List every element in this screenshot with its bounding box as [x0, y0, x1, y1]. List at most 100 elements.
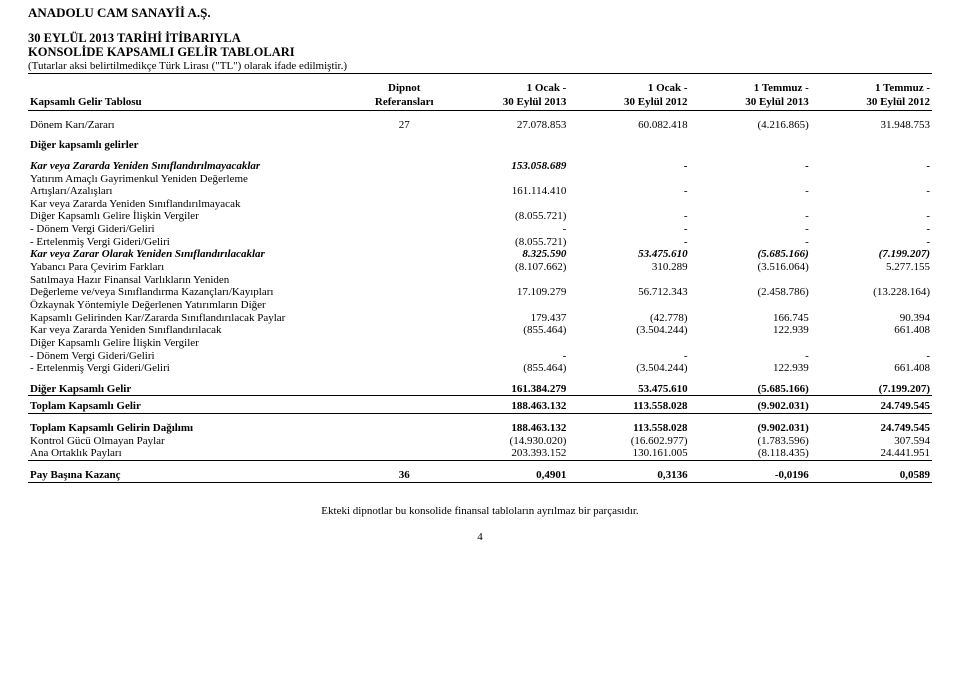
cell-v: - [568, 185, 689, 198]
cell-label: Diğer Kapsamlı Gelir [28, 383, 361, 396]
cell-v: - [690, 210, 811, 223]
h-c5a: 1 Temmuz - [811, 82, 932, 96]
cell-v: (3.516.064) [690, 261, 811, 274]
cell-v: - [690, 223, 811, 236]
cell-v: 24.749.545 [811, 400, 932, 413]
cell-v: 24.749.545 [811, 422, 932, 435]
header-row-1: Dipnot 1 Ocak - 1 Ocak - 1 Temmuz - 1 Te… [28, 82, 932, 96]
cell-ref: 27 [361, 119, 447, 132]
cell-v: 113.558.028 [568, 400, 689, 413]
cell-v: - [811, 350, 932, 363]
row-tkgd: Toplam Kapsamlı Gelirin Dağılımı 188.463… [28, 422, 932, 435]
cell-v: 161.114.410 [447, 185, 568, 198]
cell-v: (9.902.031) [690, 422, 811, 435]
cell-v: (855.464) [447, 362, 568, 375]
cell-label: - Dönem Vergi Gideri/Geliri [28, 223, 361, 236]
cell-label: Artışları/Azalışları [28, 185, 361, 198]
subtitle: (Tutarlar aksi belirtilmedikçe Türk Lira… [28, 60, 932, 75]
row-evgg2: - Ertelenmiş Vergi Gideri/Geliri (855.46… [28, 362, 932, 375]
cell-v: - [690, 185, 811, 198]
cell-v: - [568, 160, 689, 173]
row-shfv2: Değerleme ve/veya Sınıflandırma Kazançla… [28, 286, 932, 299]
cell-v: - [811, 160, 932, 173]
row-tkg: Toplam Kapsamlı Gelir 188.463.132 113.55… [28, 400, 932, 413]
cell-label: Kar veya Zararda Yeniden Sınıflandırılma… [28, 198, 361, 211]
cell-v: (13.228.164) [811, 286, 932, 299]
cell-v: (8.107.662) [447, 261, 568, 274]
cell-v: - [811, 223, 932, 236]
title-line-1: 30 EYLÜL 2013 TARİHİ İTİBARIYLA [28, 31, 932, 45]
h-c3a: 1 Ocak - [568, 82, 689, 96]
cell-v: 24.441.951 [811, 447, 932, 460]
cell-v: -0,0196 [690, 469, 811, 482]
cell-label: Pay Başına Kazanç [28, 469, 361, 482]
cell-v: - [811, 210, 932, 223]
cell-v: 31.948.753 [811, 119, 932, 132]
cell-v: 60.082.418 [568, 119, 689, 132]
row-pbk: Pay Başına Kazanç 36 0,4901 0,3136 -0,01… [28, 469, 932, 482]
h-c4b: 30 Eylül 2013 [690, 96, 811, 110]
cell-label: Dönem Karı/Zararı [28, 119, 361, 132]
cell-label: Kar veya Zararda Yeniden Sınıflandırılac… [28, 324, 361, 337]
cell-v: 130.161.005 [568, 447, 689, 460]
cell-label: Toplam Kapsamlı Gelir [28, 400, 361, 413]
cell-label: Kontrol Gücü Olmayan Paylar [28, 435, 361, 448]
row-oy2: Kapsamlı Gelirinden Kar/Zararda Sınıflan… [28, 312, 932, 325]
h-c0: Kapsamlı Gelir Tablosu [28, 96, 361, 110]
title-line-2: KONSOLİDE KAPSAMLI GELİR TABLOLARI [28, 45, 932, 59]
cell-v: (8.055.721) [447, 236, 568, 249]
cell-v: 8.325.590 [447, 248, 568, 261]
cell-v: (1.783.596) [690, 435, 811, 448]
h-c3b: 30 Eylül 2012 [568, 96, 689, 110]
cell-v: 122.939 [690, 324, 811, 337]
row-kvzo: Kar veya Zarar Olarak Yeniden Sınıflandı… [28, 248, 932, 261]
income-table: Dipnot 1 Ocak - 1 Ocak - 1 Temmuz - 1 Te… [28, 82, 932, 482]
cell-v: 27.078.853 [447, 119, 568, 132]
page: ANADOLU CAM SANAYİİ A.Ş. 30 EYLÜL 2013 T… [0, 0, 960, 544]
cell-v: (42.778) [568, 312, 689, 325]
cell-v: (3.504.244) [568, 324, 689, 337]
cell-v: (855.464) [447, 324, 568, 337]
cell-v: (5.685.166) [690, 383, 811, 396]
cell-v: 166.745 [690, 312, 811, 325]
cell-v: 53.475.610 [568, 248, 689, 261]
cell-v: 310.289 [568, 261, 689, 274]
row-shfv1: Satılmaya Hazır Finansal Varlıkların Yen… [28, 274, 932, 287]
cell-label: Satılmaya Hazır Finansal Varlıkların Yen… [28, 274, 361, 287]
cell-label: Toplam Kapsamlı Gelirin Dağılımı [28, 422, 361, 435]
cell-label: Değerleme ve/veya Sınıflandırma Kazançla… [28, 286, 361, 299]
cell-v: 179.437 [447, 312, 568, 325]
h-c4a: 1 Temmuz - [690, 82, 811, 96]
cell-v: 661.408 [811, 362, 932, 375]
cell-label: Yatırım Amaçlı Gayrimenkul Yeniden Değer… [28, 173, 361, 186]
cell-v: - [568, 210, 689, 223]
row-kvz2b: Diğer Kapsamlı Gelire İlişkin Vergiler (… [28, 210, 932, 223]
cell-v: 0,3136 [568, 469, 689, 482]
row-yat2: Artışları/Azalışları 161.114.410 - - - [28, 185, 932, 198]
cell-label: - Ertelenmiş Vergi Gideri/Geliri [28, 236, 361, 249]
row-dvgg1: - Dönem Vergi Gideri/Geliri - - - - [28, 223, 932, 236]
cell-v: - [690, 160, 811, 173]
cell-label: Kar veya Zarar Olarak Yeniden Sınıflandı… [28, 248, 361, 261]
cell-v: 307.594 [811, 435, 932, 448]
cell-v: (5.685.166) [690, 248, 811, 261]
cell-v: 661.408 [811, 324, 932, 337]
row-kvz1: Kar veya Zararda Yeniden Sınıflandırılma… [28, 160, 932, 173]
cell-v: - [690, 236, 811, 249]
cell-v: (16.602.977) [568, 435, 689, 448]
cell-label: Ana Ortaklık Payları [28, 447, 361, 460]
cell-v: - [811, 236, 932, 249]
cell-v: 203.393.152 [447, 447, 568, 460]
cell-v: 188.463.132 [447, 422, 568, 435]
cell-v: 113.558.028 [568, 422, 689, 435]
row-dkg2: Diğer Kapsamlı Gelir 161.384.279 53.475.… [28, 383, 932, 396]
cell-v: 153.058.689 [447, 160, 568, 173]
h-c2a: 1 Ocak - [447, 82, 568, 96]
cell-label: Diğer Kapsamlı Gelire İlişkin Vergiler [28, 210, 361, 223]
cell-label: - Dönem Vergi Gideri/Geliri [28, 350, 361, 363]
row-donem: Dönem Karı/Zararı 27 27.078.853 60.082.4… [28, 119, 932, 132]
cell-v: 188.463.132 [447, 400, 568, 413]
page-number: 4 [28, 531, 932, 544]
row-evgg1: - Ertelenmiş Vergi Gideri/Geliri (8.055.… [28, 236, 932, 249]
cell-v: 161.384.279 [447, 383, 568, 396]
